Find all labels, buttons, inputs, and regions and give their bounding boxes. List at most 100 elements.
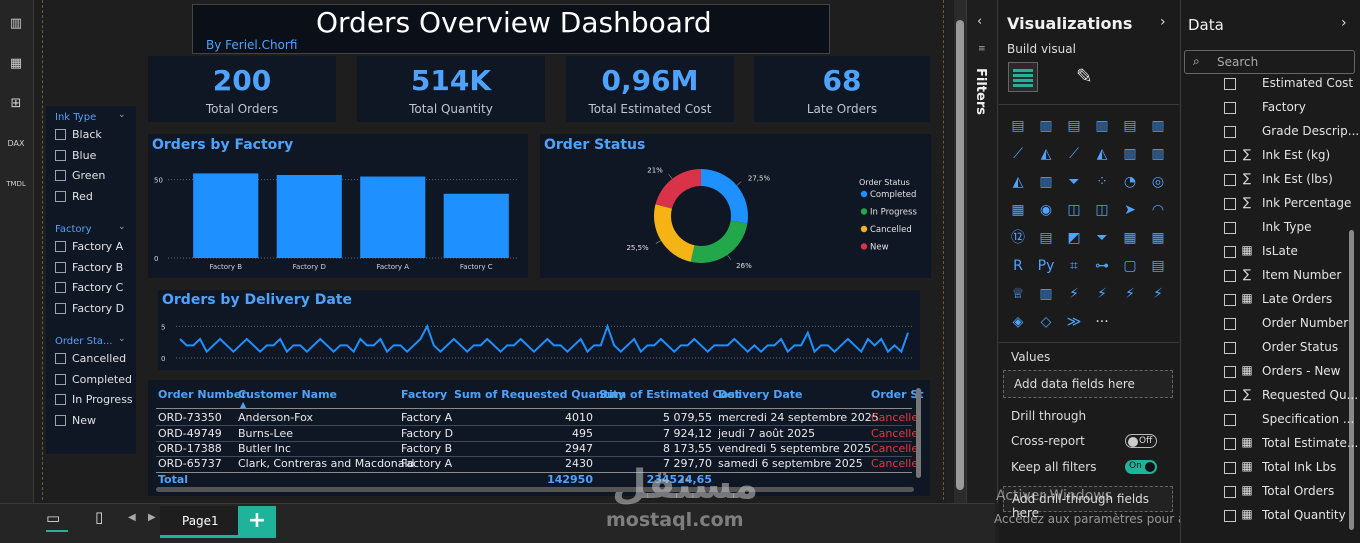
column-header[interactable]: Sum of Requested Quantity <box>454 388 626 401</box>
field-checkbox[interactable] <box>1224 390 1236 402</box>
field-item[interactable]: ▦ Total Quantity <box>1224 506 1360 528</box>
field-item[interactable]: Ink Type <box>1224 218 1360 240</box>
field-item[interactable]: Order Number <box>1224 314 1360 336</box>
chevron-right-icon[interactable]: › <box>1341 15 1347 31</box>
field-item[interactable]: ∑ Requested Qu... <box>1224 386 1360 408</box>
visual-type-icon[interactable]: ➤ <box>1124 202 1136 218</box>
field-checkbox[interactable] <box>1224 222 1236 234</box>
canvas-scrollbar-thumb[interactable] <box>956 20 964 490</box>
field-item[interactable]: Estimated Cost <box>1224 74 1360 96</box>
visual-type-icon[interactable]: ◉ <box>1039 202 1053 218</box>
dax-query-icon[interactable]: DAX <box>7 139 25 148</box>
visual-type-icon[interactable]: ▤ <box>1011 118 1025 134</box>
slicer-checkbox[interactable] <box>55 150 66 161</box>
field-checkbox[interactable] <box>1224 486 1236 498</box>
field-checkbox[interactable] <box>1224 294 1236 306</box>
visual-type-icon[interactable]: ◔ <box>1123 174 1137 190</box>
field-checkbox[interactable] <box>1224 246 1236 258</box>
cross-report-toggle[interactable]: Off <box>1125 434 1157 448</box>
column-header[interactable]: Sum of Estimated Cost <box>599 388 741 401</box>
slicer-checkbox[interactable] <box>55 129 66 140</box>
orders-table-visual[interactable]: Order Number Customer Name ▲ Factory Sum… <box>148 380 930 496</box>
visual-type-icon[interactable]: ◎ <box>1151 174 1165 190</box>
visual-type-icon[interactable]: ▦ <box>1151 230 1165 246</box>
field-checkbox[interactable] <box>1224 342 1236 354</box>
visual-type-icon[interactable]: ⟋ <box>1069 146 1079 162</box>
visual-type-icon[interactable]: ⌗ <box>1070 258 1078 274</box>
slicer-item-label[interactable]: Factory B <box>72 261 124 274</box>
format-visual-icon[interactable]: ✎ <box>1076 64 1093 88</box>
visual-type-icon[interactable]: ▤ <box>1067 118 1081 134</box>
data-search-input[interactable]: ⌕ Search <box>1184 50 1355 74</box>
table-view-icon[interactable]: ▦ <box>9 56 23 71</box>
report-view-icon[interactable]: ▥ <box>9 16 23 31</box>
visual-type-icon[interactable]: ◭ <box>1096 146 1108 162</box>
keep-all-filters-toggle[interactable]: On <box>1125 460 1157 474</box>
visual-type-icon[interactable]: ⚡ <box>1069 286 1079 302</box>
orders-by-factory-visual[interactable]: Orders by Factory 50 0 Factory B Factory D F… <box>148 134 528 278</box>
slicer-checkbox[interactable] <box>55 394 66 405</box>
field-item[interactable]: ▦ Orders - New <box>1224 362 1360 384</box>
order-status-visual[interactable]: Order Status 27,5% 26% 25,5% 21% Order Statu… <box>540 134 931 278</box>
slicer-checkbox[interactable] <box>55 353 66 364</box>
chevron-right-icon[interactable]: › <box>1160 14 1166 30</box>
visual-type-icon[interactable]: ▦ <box>1123 230 1137 246</box>
visual-type-icon[interactable]: ▢ <box>1123 258 1137 274</box>
chevron-down-icon[interactable]: ⌄ <box>118 222 126 232</box>
visual-type-icon[interactable]: ◈ <box>1012 314 1024 330</box>
column-header[interactable]: Factory <box>401 388 448 401</box>
field-checkbox[interactable] <box>1224 270 1236 282</box>
field-list-scrollbar[interactable] <box>1349 230 1354 530</box>
drill-through-well[interactable]: Add drill-through fields here <box>1003 486 1173 520</box>
slicer-item-label[interactable]: Factory C <box>72 281 124 294</box>
slicer-item-label[interactable]: Green <box>72 169 106 182</box>
visual-type-icon[interactable]: ⏷ <box>1068 174 1080 190</box>
visual-type-icon[interactable]: R <box>1013 258 1023 274</box>
field-checkbox[interactable] <box>1224 438 1236 450</box>
visual-type-icon[interactable]: ◭ <box>1012 174 1024 190</box>
page-tab-page1[interactable]: Page1 <box>160 506 238 538</box>
next-page-icon[interactable]: ▶ <box>148 512 156 523</box>
visual-type-icon[interactable]: ◭ <box>1040 146 1052 162</box>
visual-type-icon[interactable]: ▥ <box>1123 146 1137 162</box>
field-checkbox[interactable] <box>1224 462 1236 474</box>
visual-type-icon[interactable]: ◠ <box>1151 202 1165 218</box>
field-item[interactable]: Grade Descrip... <box>1224 122 1360 144</box>
column-header[interactable]: Order St <box>871 388 924 401</box>
visual-type-icon[interactable]: ◩ <box>1067 230 1081 246</box>
visual-type-icon[interactable]: ▤ <box>1123 118 1137 134</box>
slicer-checkbox[interactable] <box>55 374 66 385</box>
field-item[interactable]: ∑ Ink Est (lbs) <box>1224 170 1360 192</box>
build-visual-tab[interactable] <box>1008 62 1038 92</box>
visual-type-icon[interactable]: ▥ <box>1095 118 1109 134</box>
mobile-layout-icon[interactable]: ▯ <box>95 508 104 526</box>
filters-pane-collapsed[interactable]: ‹ ≡ Filters <box>966 0 998 503</box>
slicer-item-label[interactable]: Cancelled <box>72 352 127 365</box>
visual-type-icon[interactable]: ⑫ <box>1011 230 1025 246</box>
add-page-button[interactable]: + <box>238 506 276 538</box>
visual-type-icon[interactable]: ▥ <box>1151 146 1165 162</box>
field-checkbox[interactable] <box>1224 126 1236 138</box>
field-item[interactable]: Factory <box>1224 98 1360 120</box>
visual-type-icon[interactable]: ▥ <box>1151 118 1165 134</box>
slicer-checkbox[interactable] <box>55 282 66 293</box>
values-well[interactable]: Add data fields here <box>1003 370 1173 398</box>
visual-type-icon[interactable]: ⊶ <box>1095 258 1109 274</box>
tmdl-view-icon[interactable]: TMDL <box>6 180 26 188</box>
field-checkbox[interactable] <box>1224 102 1236 114</box>
desktop-layout-icon[interactable]: ▭ <box>46 509 61 527</box>
chevron-down-icon[interactable]: ⌄ <box>118 334 126 344</box>
chevron-down-icon[interactable]: ⌄ <box>118 110 126 120</box>
visual-type-icon[interactable]: ⏷ <box>1096 230 1108 246</box>
kpi-card-total-orders[interactable]: 200 Total Orders <box>148 56 336 122</box>
slicer-item-label[interactable]: Blue <box>72 149 97 162</box>
visual-type-icon[interactable]: ··· <box>1095 314 1109 330</box>
table-h-scrollbar[interactable] <box>156 487 914 492</box>
slicer-checkbox[interactable] <box>55 241 66 252</box>
prev-page-icon[interactable]: ◀ <box>128 512 136 523</box>
kpi-card-total-quantity[interactable]: 514K Total Quantity <box>357 56 545 122</box>
visual-type-icon[interactable]: ▥ <box>1039 118 1053 134</box>
visual-type-icon[interactable]: ⁘ <box>1096 174 1108 190</box>
field-item[interactable]: Order Status <box>1224 338 1360 360</box>
